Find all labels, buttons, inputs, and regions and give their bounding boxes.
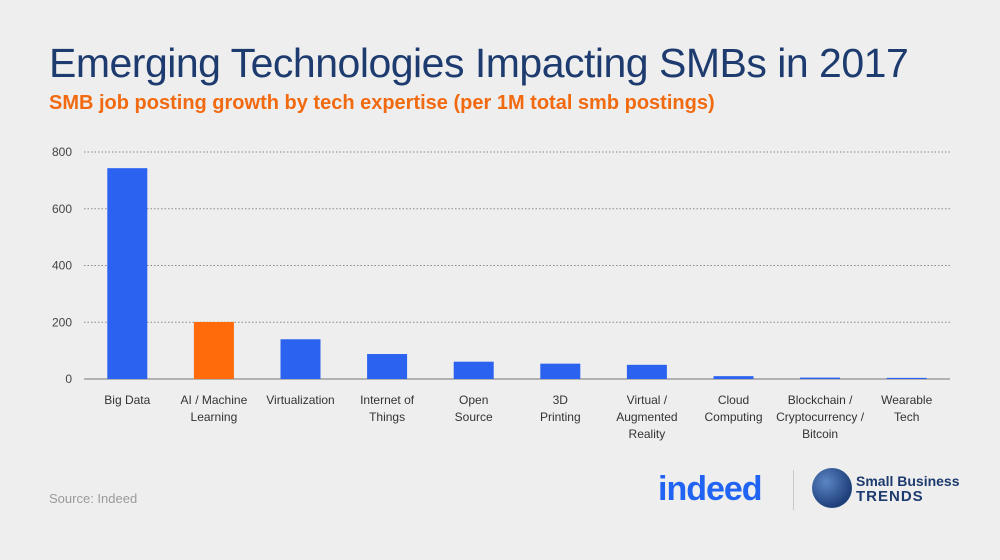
sbt-logo-line2: TRENDS bbox=[856, 488, 924, 505]
bar bbox=[280, 339, 321, 379]
x-tick-label: Cloud Computing bbox=[704, 393, 762, 424]
bar bbox=[800, 377, 841, 379]
indeed-logo: indeed bbox=[658, 470, 763, 508]
x-tick-label: 3D Printing bbox=[540, 393, 581, 424]
bar-chart: 0 200 400 600 800 Big Data AI / Machine Learni… bbox=[52, 145, 950, 441]
bar bbox=[367, 354, 408, 379]
x-tick-label: Wearable Tech bbox=[881, 393, 932, 424]
x-tick-label: AI / Machine Learning bbox=[181, 393, 248, 424]
source-note: Source: Indeed bbox=[49, 491, 138, 506]
chart-subtitle: SMB job posting growth by tech expertise… bbox=[49, 92, 715, 114]
small-business-trends-logo: Small Business TRENDS bbox=[856, 473, 960, 505]
sbt-logo-line1: Small Business bbox=[856, 473, 960, 489]
x-tick-label: Blockchain / Cryptocurrency / Bitcoin bbox=[776, 393, 865, 441]
bar bbox=[453, 361, 494, 379]
x-tick-label: Internet of Things bbox=[360, 393, 415, 424]
x-tick-label: Open Source bbox=[455, 393, 493, 424]
y-tick-label: 0 bbox=[65, 372, 72, 386]
y-tick-label: 800 bbox=[52, 145, 72, 159]
y-tick-label: 600 bbox=[52, 202, 72, 216]
bar bbox=[886, 377, 927, 379]
bar bbox=[713, 376, 754, 379]
bars bbox=[107, 168, 927, 379]
x-tick-label: Big Data bbox=[104, 393, 150, 407]
logo-divider bbox=[793, 470, 794, 510]
y-tick-label: 200 bbox=[52, 315, 72, 329]
bar bbox=[540, 363, 581, 379]
bar bbox=[107, 168, 148, 379]
globe-icon bbox=[812, 468, 852, 508]
y-tick-label: 400 bbox=[52, 259, 72, 273]
bar bbox=[626, 364, 667, 379]
y-axis-ticks: 0 200 400 600 800 bbox=[52, 145, 72, 386]
x-tick-label: Virtual / Augmented Reality bbox=[616, 393, 677, 441]
bar bbox=[193, 321, 234, 379]
page-title: Emerging Technologies Impacting SMBs in … bbox=[49, 40, 909, 86]
x-axis-labels: Big Data AI / Machine Learning Virtualizati… bbox=[104, 393, 932, 441]
x-tick-label: Virtualization bbox=[266, 393, 334, 407]
